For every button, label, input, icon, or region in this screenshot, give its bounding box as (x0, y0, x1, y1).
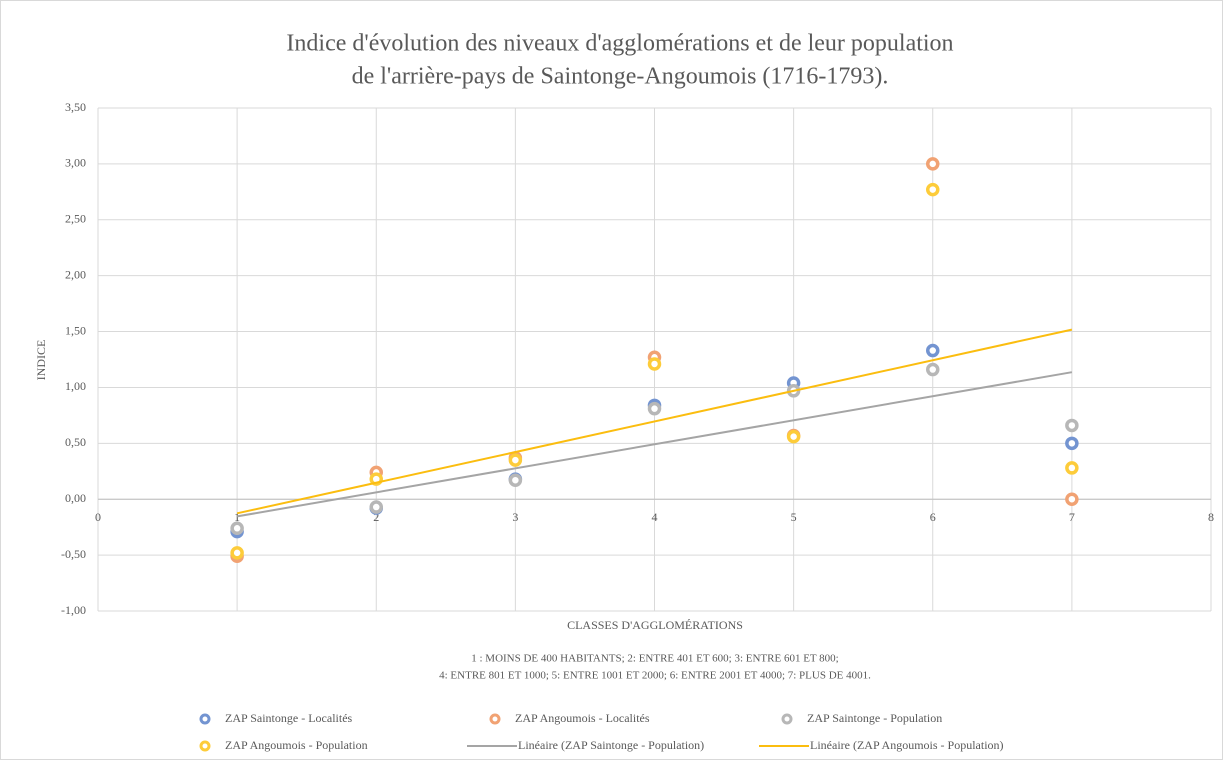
point (1065, 461, 1079, 475)
x-tick-label: 1 (234, 510, 240, 524)
point (926, 362, 940, 377)
y-tick-label: 3,50 (65, 100, 86, 114)
x-tick-label: 2 (373, 510, 379, 524)
legend-label: ZAP Angoumois - Localités (515, 711, 650, 725)
chart-title: Indice d'évolution des niveaux d'agglomé… (286, 31, 953, 57)
x-tick-label: 5 (791, 510, 797, 524)
point (230, 546, 244, 560)
legend-label: Linéaire (ZAP Angoumois - Population) (810, 738, 1004, 752)
y-tick-label: 2,00 (65, 267, 86, 281)
point (508, 473, 523, 487)
x-tick-label: 8 (1208, 510, 1214, 524)
y-tick-label: -1,00 (61, 603, 86, 617)
point (647, 401, 662, 416)
legend-label: Linéaire (ZAP Saintonge - Population) (518, 738, 704, 752)
point (1065, 418, 1079, 433)
y-tick-label: 0,00 (65, 491, 86, 505)
point (369, 500, 383, 514)
y-tick-label: 1,00 (65, 379, 86, 393)
legend-marker (489, 713, 501, 725)
point (926, 343, 940, 358)
note: 1 : MOINS DE 400 HABITANTS; 2: ENTRE 401… (471, 653, 839, 665)
point (786, 429, 801, 444)
point (1065, 492, 1079, 506)
chart-title: de l'arrière-pays de Saintonge-Angoumois… (352, 64, 889, 90)
x-axis-label: CLASSES D'AGGLOMÉRATIONS (567, 618, 743, 632)
point (926, 182, 940, 197)
y-tick-label: 3,00 (65, 156, 86, 170)
x-tick-label: 6 (930, 510, 936, 524)
legend-label: ZAP Saintonge - Localités (225, 711, 353, 725)
x-tick-label: 4 (652, 510, 658, 524)
legend-label: ZAP Saintonge - Population (807, 711, 942, 725)
legend-marker (199, 740, 211, 752)
y-tick-label: 1,50 (65, 323, 86, 337)
legend-label: ZAP Angoumois - Population (225, 738, 368, 752)
point (508, 453, 523, 467)
trendline (236, 371, 1073, 518)
legend-marker (199, 713, 211, 725)
y-tick-label: -0,50 (61, 547, 86, 561)
note: 4: ENTRE 801 ET 1000; 5: ENTRE 1001 ET 2… (439, 670, 871, 682)
trendline (236, 328, 1073, 515)
x-tick-label: 7 (1069, 510, 1075, 524)
y-tick-label: 2,50 (65, 212, 86, 226)
x-tick-label: 0 (95, 510, 101, 524)
y-tick-label: 0,50 (65, 435, 86, 449)
legend-marker (781, 713, 793, 725)
point (926, 157, 940, 171)
point (1065, 436, 1079, 451)
x-tick-label: 3 (512, 510, 518, 524)
point (230, 521, 244, 536)
y-axis-label: INDICE (34, 340, 48, 381)
point (647, 357, 662, 371)
